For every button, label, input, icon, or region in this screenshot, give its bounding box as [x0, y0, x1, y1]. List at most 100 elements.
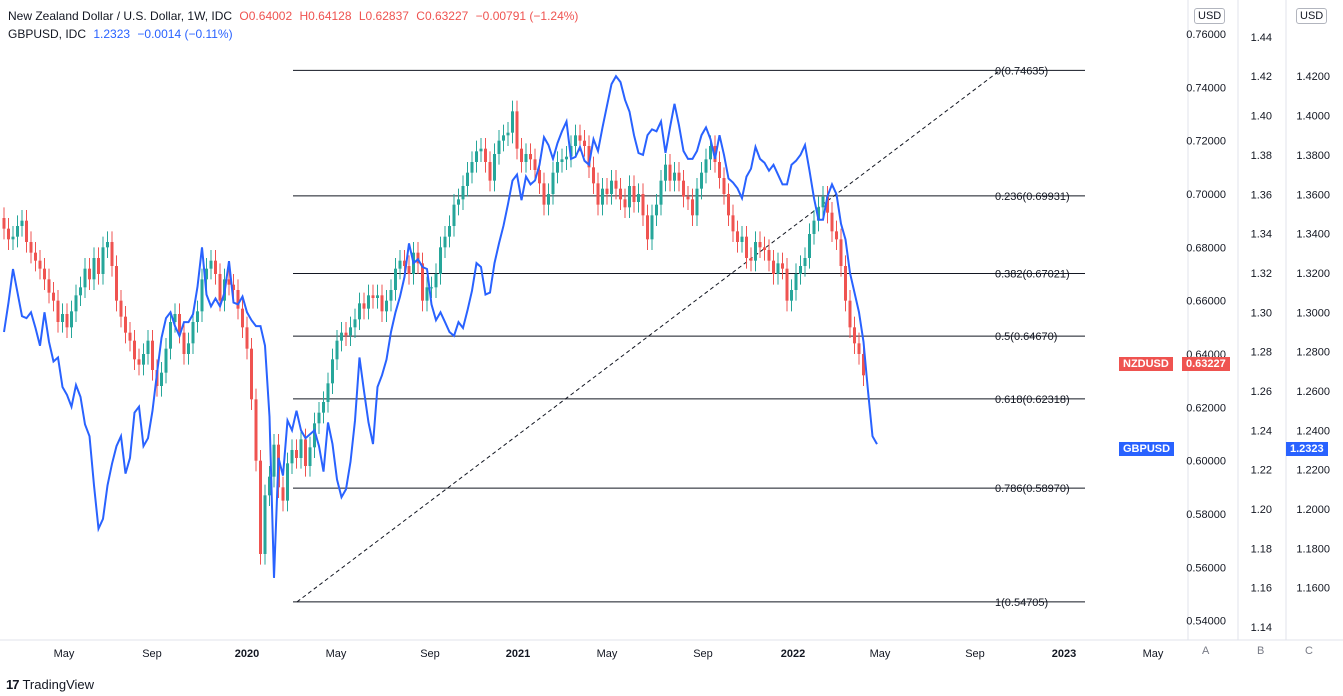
candle-body	[178, 314, 181, 333]
candle-body	[245, 327, 249, 349]
candle-body	[835, 231, 838, 240]
candle-body	[169, 322, 172, 349]
candle-body	[443, 236, 447, 248]
axis-a-tick-10: 0.56000	[1186, 562, 1226, 574]
candle-body	[97, 258, 100, 274]
candle-body	[371, 295, 375, 298]
axes: 0.76000 0.74000 0.72000 0.70000 0.68000 0.660…	[0, 0, 1343, 660]
candle-body	[430, 287, 433, 289]
candle-body	[862, 354, 865, 376]
axis-a-tick-7: 0.62000	[1186, 402, 1226, 414]
candle-body	[799, 266, 802, 274]
high-value: H0.64128	[299, 9, 352, 23]
candle-body	[803, 258, 807, 266]
time-tick-2: 2020	[235, 648, 259, 660]
axis-c-tick-13: 1.1600	[1296, 583, 1330, 595]
candle-body	[164, 348, 168, 373]
candle-body	[61, 314, 64, 322]
candle-body	[394, 268, 397, 290]
candle-body	[241, 308, 244, 328]
candle-body	[254, 399, 258, 461]
candle-body	[659, 180, 663, 205]
candle-body	[322, 402, 325, 413]
candle-body	[533, 159, 537, 170]
unit-button-right[interactable]: USD	[1296, 8, 1328, 24]
candle-body	[538, 170, 541, 184]
time-tick-4: Sep	[420, 648, 440, 660]
candle-body	[731, 215, 735, 232]
candle-body	[182, 332, 186, 354]
candle-body	[191, 322, 195, 344]
tradingview-logo[interactable]: 17 TradingView	[6, 677, 94, 692]
time-axis: May Sep 2020 May Sep 2021 May Sep 2022 May Sep 2023…	[54, 648, 1164, 660]
close-value: C0.63227	[416, 9, 469, 23]
candle-body	[385, 300, 388, 312]
fib-level-label-3: 0.5(0.64670)	[995, 331, 1057, 343]
candle-body	[745, 236, 748, 258]
axis-b-tick-4: 1.36	[1251, 189, 1272, 201]
fib-level-label-1: 0.236(0.69931)	[995, 191, 1070, 203]
axis-a-tick-5: 0.66000	[1186, 296, 1226, 308]
axis-c-tick-9: 1.2400	[1296, 425, 1330, 437]
candle-body	[646, 215, 649, 240]
candle-body	[583, 140, 586, 146]
candle-body	[709, 146, 712, 160]
candle-body	[2, 218, 6, 229]
candle-body	[101, 247, 105, 274]
candle-body	[691, 199, 694, 216]
candle-body	[812, 220, 816, 234]
candle-body	[110, 242, 114, 266]
candle-body	[200, 279, 204, 312]
time-tick-8: 2022	[781, 648, 805, 660]
candle-body	[403, 260, 406, 266]
candle-body	[232, 284, 235, 290]
candle-body	[349, 327, 352, 336]
candle-body	[736, 231, 739, 242]
axis-letter-b[interactable]: B	[1257, 645, 1265, 657]
candle-body	[295, 450, 298, 458]
fib-retracement-levels[interactable]: 0(0.74635) 0.236(0.69931) 0.382(0.67021) 0.…	[293, 65, 1085, 609]
axis-c-tick-6: 1.3000	[1296, 307, 1330, 319]
candle-body	[754, 242, 757, 261]
candle-body	[439, 247, 442, 274]
candle-body	[718, 162, 721, 178]
candle-body	[353, 319, 357, 328]
gbpusd-price-tag: 1.2323	[1286, 442, 1328, 456]
time-tick-11: 2023	[1052, 648, 1076, 660]
axis-c-tick-10: 1.2200	[1296, 465, 1330, 477]
candle-body	[524, 154, 528, 162]
candle-body	[677, 172, 681, 181]
axis-c-tick-5: 1.3200	[1296, 268, 1330, 280]
candle-body	[610, 180, 613, 194]
axis-letter-a[interactable]: A	[1202, 645, 1210, 657]
candle-body	[74, 295, 78, 312]
candle-body	[740, 236, 744, 242]
candle-body	[790, 290, 793, 301]
candle-body	[380, 295, 384, 312]
candle-body	[16, 226, 19, 237]
axis-c-tick-1: 1.4000	[1296, 111, 1330, 123]
candle-body	[398, 260, 402, 269]
axis-letter-c[interactable]: C	[1305, 645, 1313, 657]
overlay-legend[interactable]: GBPUSD, IDC 1.2323 −0.0014 (−0.11%)	[8, 27, 237, 41]
tradingview-logo-text: TradingView	[22, 677, 95, 692]
candle-body	[317, 412, 321, 424]
candle-body	[20, 220, 24, 226]
axis-b-tick-11: 1.22	[1251, 465, 1272, 477]
candle-body	[331, 359, 334, 384]
axis-b-tick-1: 1.42	[1251, 71, 1272, 83]
candle-body	[772, 260, 775, 274]
axis-c-tick-2: 1.3800	[1296, 150, 1330, 162]
candle-body	[407, 266, 411, 274]
candle-body	[497, 140, 501, 154]
candle-body	[727, 194, 730, 216]
time-tick-6: May	[597, 648, 618, 660]
unit-button-left[interactable]: USD	[1194, 8, 1226, 24]
candle-body	[763, 247, 766, 250]
axis-a-tick-11: 0.54000	[1186, 616, 1226, 628]
candle-body	[673, 172, 676, 181]
candle-body	[614, 180, 618, 189]
nzdusd-candles	[2, 100, 865, 565]
main-legend[interactable]: New Zealand Dollar / U.S. Dollar, 1W, ID…	[8, 9, 582, 23]
